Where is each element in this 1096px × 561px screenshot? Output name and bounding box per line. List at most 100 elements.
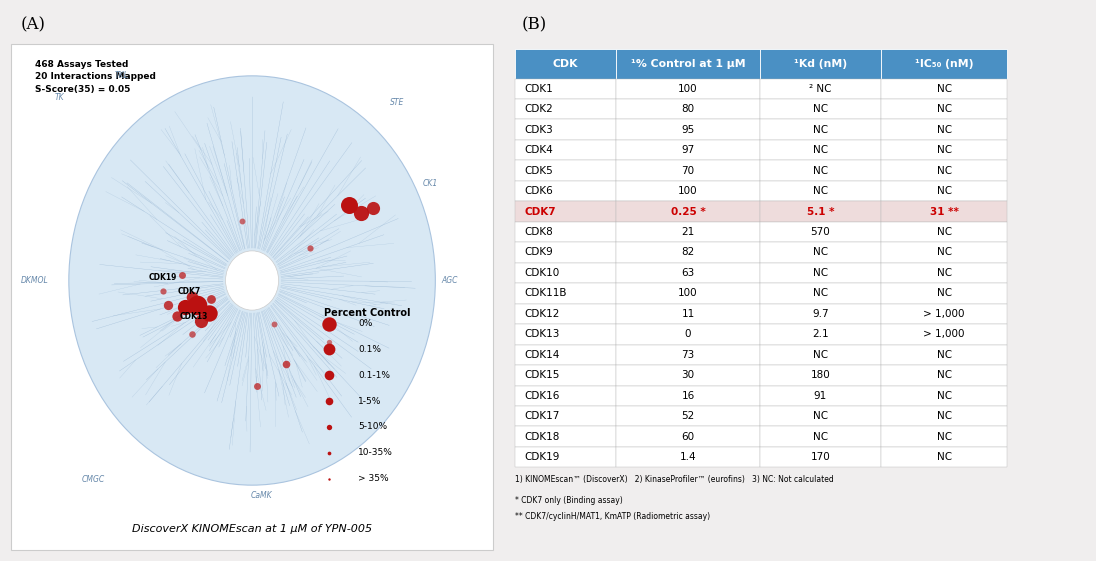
FancyBboxPatch shape	[616, 365, 760, 385]
Text: CDK9: CDK9	[524, 247, 552, 257]
FancyBboxPatch shape	[616, 79, 760, 99]
Point	[175, 303, 193, 312]
Point	[248, 381, 265, 390]
Text: NC: NC	[936, 350, 951, 360]
Text: 95: 95	[682, 125, 695, 135]
Text: 31 **: 31 **	[929, 206, 959, 217]
Text: 21: 21	[682, 227, 695, 237]
Text: 63: 63	[682, 268, 695, 278]
Text: CDK19: CDK19	[148, 274, 176, 283]
Text: CDK18: CDK18	[524, 431, 559, 442]
Text: 0.1%: 0.1%	[358, 345, 381, 354]
FancyBboxPatch shape	[515, 324, 616, 344]
Text: 170: 170	[810, 452, 831, 462]
Text: 0.25 *: 0.25 *	[671, 206, 706, 217]
Text: NC: NC	[813, 125, 827, 135]
Point	[340, 201, 357, 210]
FancyBboxPatch shape	[760, 385, 881, 406]
Text: 11: 11	[682, 309, 695, 319]
FancyBboxPatch shape	[616, 99, 760, 119]
Text: DKMOL: DKMOL	[21, 276, 49, 285]
Text: NC: NC	[813, 104, 827, 114]
FancyBboxPatch shape	[616, 140, 760, 160]
Text: 2.1: 2.1	[812, 329, 829, 339]
FancyBboxPatch shape	[881, 99, 1007, 119]
Point	[233, 217, 251, 226]
Text: CDK13: CDK13	[524, 329, 559, 339]
Circle shape	[226, 251, 278, 310]
FancyBboxPatch shape	[881, 49, 1007, 79]
FancyBboxPatch shape	[11, 44, 493, 550]
FancyBboxPatch shape	[616, 447, 760, 467]
FancyBboxPatch shape	[760, 365, 881, 385]
FancyBboxPatch shape	[881, 201, 1007, 222]
Point	[277, 360, 295, 369]
FancyBboxPatch shape	[760, 160, 881, 181]
Text: (B): (B)	[522, 17, 547, 34]
Text: CDK13: CDK13	[180, 312, 208, 321]
Point	[169, 311, 186, 320]
Text: 180: 180	[810, 370, 831, 380]
Text: CDK4: CDK4	[524, 145, 552, 155]
Text: NC: NC	[813, 145, 827, 155]
Text: ² NC: ² NC	[809, 84, 832, 94]
Text: ¹IC₅₀ (nM): ¹IC₅₀ (nM)	[915, 59, 973, 69]
Point	[183, 292, 201, 301]
Text: CK1: CK1	[423, 179, 438, 188]
FancyBboxPatch shape	[616, 181, 760, 201]
Text: NC: NC	[936, 227, 951, 237]
Text: 16: 16	[682, 391, 695, 401]
FancyBboxPatch shape	[515, 447, 616, 467]
FancyBboxPatch shape	[515, 99, 616, 119]
Text: 1) KINOMEscan™ (DiscoverX)   2) KinaseProfiler™ (eurofins)   3) NC: Not calculat: 1) KINOMEscan™ (DiscoverX) 2) KinaseProf…	[515, 476, 834, 485]
Text: CDK7: CDK7	[178, 287, 201, 296]
Text: 97: 97	[682, 145, 695, 155]
FancyBboxPatch shape	[881, 160, 1007, 181]
Point	[320, 338, 338, 347]
Text: NC: NC	[813, 186, 827, 196]
FancyBboxPatch shape	[616, 119, 760, 140]
Point	[364, 203, 381, 212]
Text: NC: NC	[936, 145, 951, 155]
FancyBboxPatch shape	[616, 385, 760, 406]
Text: CDK17: CDK17	[524, 411, 559, 421]
Text: > 1,000: > 1,000	[923, 329, 964, 339]
Text: 73: 73	[682, 350, 695, 360]
Text: NC: NC	[936, 186, 951, 196]
FancyBboxPatch shape	[616, 283, 760, 304]
Text: CDK10: CDK10	[524, 268, 559, 278]
Text: NC: NC	[936, 125, 951, 135]
FancyBboxPatch shape	[515, 119, 616, 140]
Text: Percent Control: Percent Control	[324, 308, 411, 318]
FancyBboxPatch shape	[881, 79, 1007, 99]
Text: CaMK: CaMK	[251, 491, 273, 500]
Point	[352, 209, 369, 218]
Text: 9.7: 9.7	[812, 309, 829, 319]
FancyBboxPatch shape	[515, 283, 616, 304]
Text: ¹Kd (nM): ¹Kd (nM)	[794, 59, 847, 69]
FancyBboxPatch shape	[760, 304, 881, 324]
Text: NC: NC	[936, 288, 951, 298]
Point	[187, 300, 205, 309]
FancyBboxPatch shape	[515, 385, 616, 406]
Text: 60: 60	[682, 431, 695, 442]
FancyBboxPatch shape	[760, 406, 881, 426]
FancyBboxPatch shape	[760, 447, 881, 467]
FancyBboxPatch shape	[881, 242, 1007, 263]
FancyBboxPatch shape	[760, 49, 881, 79]
FancyBboxPatch shape	[760, 324, 881, 344]
FancyBboxPatch shape	[760, 344, 881, 365]
Point	[301, 243, 319, 252]
Text: * CDK7 only (Binding assay): * CDK7 only (Binding assay)	[515, 496, 624, 505]
FancyBboxPatch shape	[881, 140, 1007, 160]
Text: 570: 570	[810, 227, 831, 237]
Text: NC: NC	[936, 370, 951, 380]
FancyBboxPatch shape	[515, 344, 616, 365]
Point	[265, 319, 283, 328]
FancyBboxPatch shape	[881, 304, 1007, 324]
FancyBboxPatch shape	[881, 365, 1007, 385]
Text: 10-35%: 10-35%	[358, 448, 393, 457]
Text: 0.1-1%: 0.1-1%	[358, 371, 390, 380]
FancyBboxPatch shape	[616, 344, 760, 365]
FancyBboxPatch shape	[515, 406, 616, 426]
